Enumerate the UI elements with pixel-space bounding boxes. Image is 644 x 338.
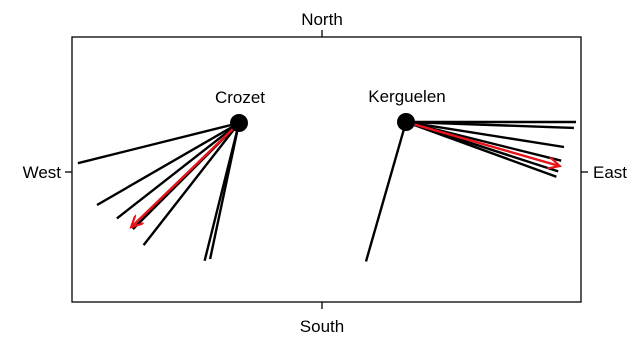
kerguelen-mean-direction-arrow bbox=[405, 120, 560, 166]
kerguelen-track-line bbox=[405, 120, 557, 178]
kerguelen-tracks bbox=[364, 120, 576, 262]
crozet-track-line bbox=[208, 122, 241, 260]
crozet-tracks bbox=[77, 121, 241, 262]
kerguelen-track-line bbox=[405, 120, 565, 149]
kerguelen-track-line bbox=[405, 120, 574, 130]
crozet-track-line bbox=[77, 121, 240, 165]
plot-frame bbox=[71, 36, 582, 303]
crozet-site-marker bbox=[230, 114, 248, 132]
kerguelen-site-marker bbox=[397, 113, 415, 131]
north-label: North bbox=[301, 10, 343, 29]
crozet-label: Crozet bbox=[215, 88, 265, 107]
south-label: South bbox=[300, 317, 344, 336]
crozet-track-line bbox=[96, 121, 240, 207]
crozet-track-line bbox=[142, 122, 240, 246]
crozet-mean-direction-arrow bbox=[131, 122, 240, 227]
site-kerguelen: Kerguelen bbox=[364, 87, 576, 262]
east-label: East bbox=[593, 163, 627, 182]
kerguelen-label: Kerguelen bbox=[368, 87, 446, 106]
west-label: West bbox=[23, 163, 62, 182]
site-crozet: Crozet bbox=[77, 88, 265, 262]
kerguelen-track-line bbox=[364, 121, 408, 262]
crozet-track-line bbox=[116, 122, 240, 220]
